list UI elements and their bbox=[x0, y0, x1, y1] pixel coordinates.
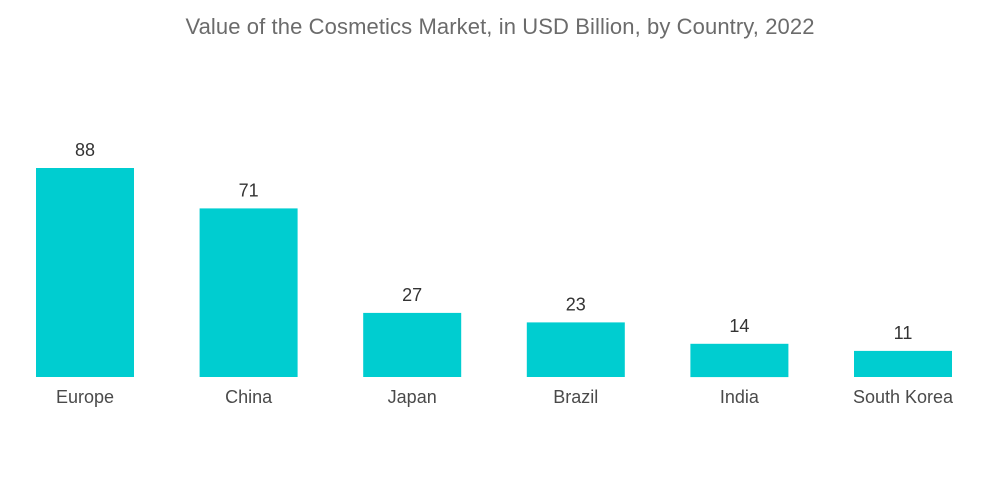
x-tick-label-china: China bbox=[225, 387, 273, 407]
bar-china bbox=[199, 208, 298, 377]
x-tick-label-south-korea: South Korea bbox=[853, 387, 954, 407]
data-label-india: 14 bbox=[729, 316, 749, 336]
bar-japan bbox=[363, 312, 462, 377]
data-label-europe: 88 bbox=[75, 140, 95, 160]
x-tick-label-brazil: Brazil bbox=[553, 387, 598, 407]
x-tick-label-japan: Japan bbox=[388, 387, 437, 407]
data-label-japan: 27 bbox=[402, 285, 422, 305]
bar-brazil bbox=[526, 322, 625, 377]
bar-india bbox=[690, 343, 789, 378]
data-label-south-korea: 11 bbox=[894, 323, 913, 343]
x-tick-label-europe: Europe bbox=[56, 387, 114, 407]
data-label-brazil: 23 bbox=[566, 294, 586, 314]
chart-title: Value of the Cosmetics Market, in USD Bi… bbox=[185, 14, 815, 39]
data-label-china: 71 bbox=[239, 180, 259, 200]
x-tick-label-india: India bbox=[720, 387, 760, 407]
bar-south-korea bbox=[854, 350, 952, 377]
bar-europe bbox=[36, 168, 134, 377]
